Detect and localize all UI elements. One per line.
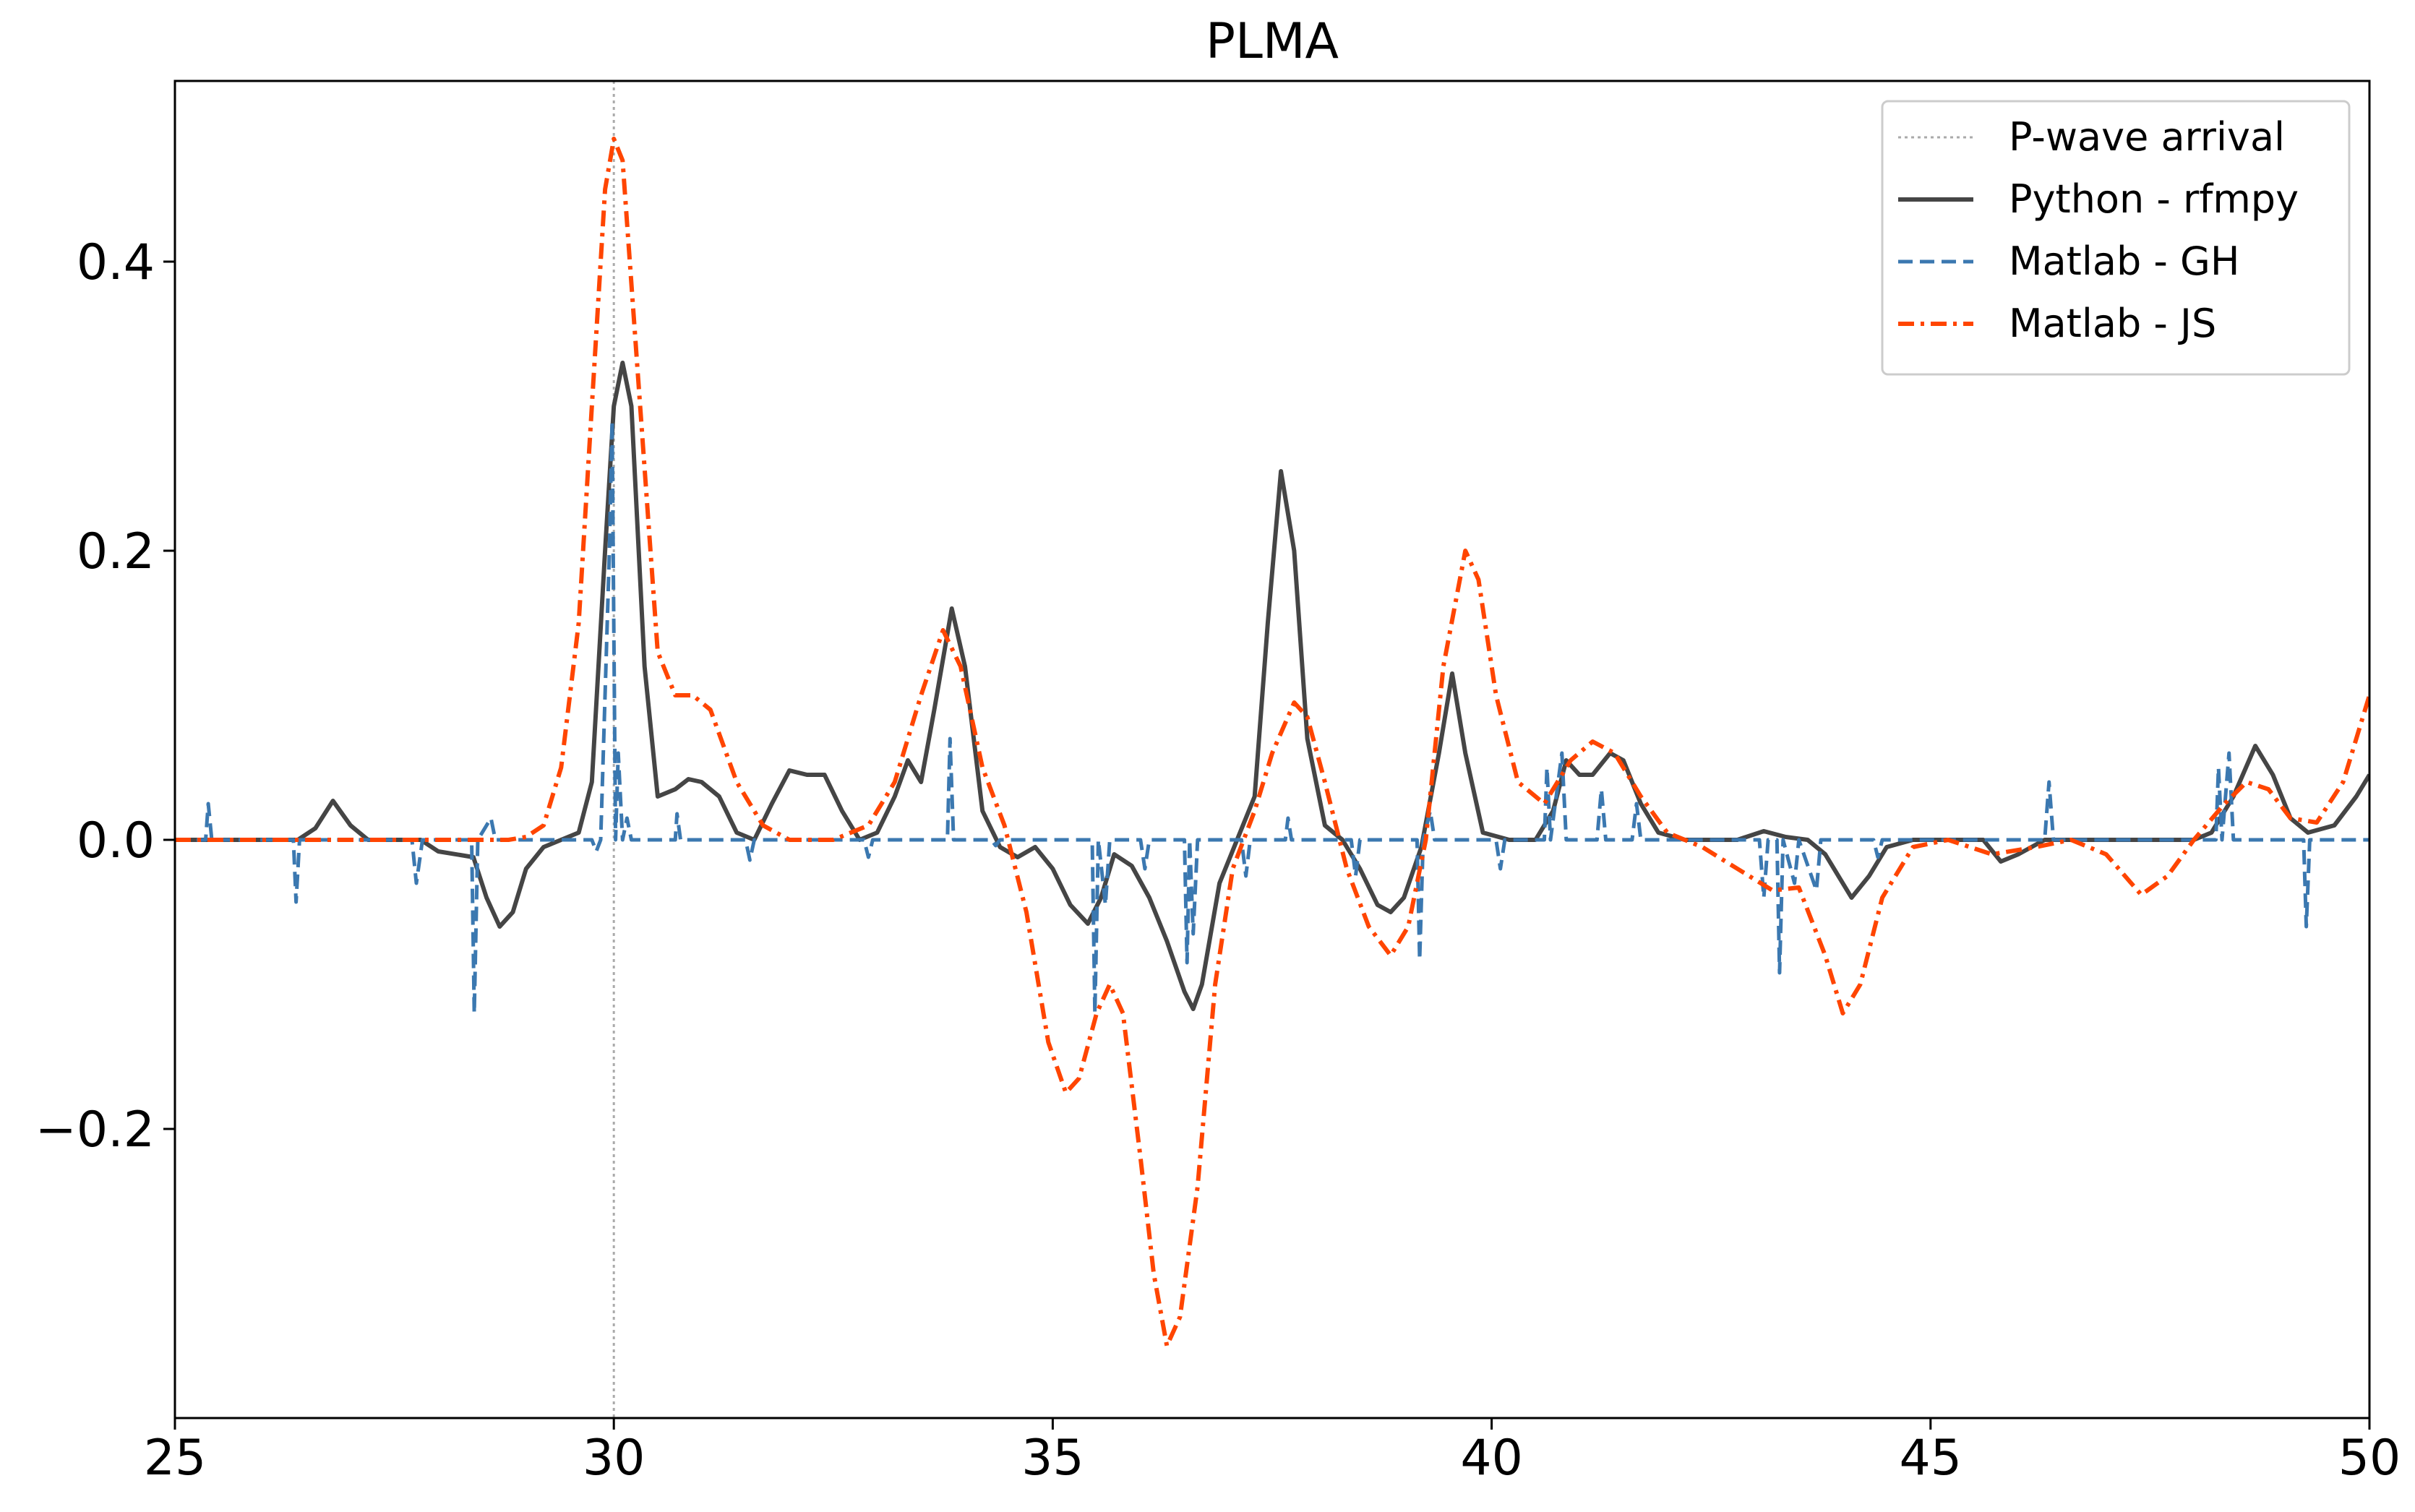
legend: P-wave arrival Python - rfmpy Matlab - GH M…	[1881, 100, 2351, 376]
legend-label-matlab-gh: Matlab - GH	[2009, 239, 2240, 284]
y-tick-label: 0.2	[77, 523, 155, 580]
legend-label-python-rfmpy: Python - rfmpy	[2009, 176, 2299, 222]
y-tick-label: −0.2	[35, 1101, 155, 1159]
x-tick-label: 40	[1460, 1430, 1523, 1487]
x-tick-label: 35	[1021, 1430, 1084, 1487]
x-axis: 25 30 35 40 45 50	[144, 1418, 2401, 1487]
series-line-matlab-gh	[175, 418, 2369, 1015]
legend-box	[1881, 100, 2351, 376]
chart-title: PLMA	[1206, 13, 1339, 70]
y-tick-label: 0.4	[77, 234, 155, 291]
x-tick-label: 50	[2338, 1430, 2401, 1487]
y-axis: −0.2 0.0 0.2 0.4	[35, 234, 175, 1159]
x-tick-label: 45	[1900, 1430, 1963, 1487]
series-layer	[175, 137, 2369, 1348]
legend-label-matlab-js: Matlab - JS	[2009, 301, 2216, 346]
y-tick-label: 0.0	[77, 812, 155, 869]
series-line-matlab-js	[175, 137, 2369, 1348]
x-tick-label: 30	[583, 1430, 645, 1487]
series-line-python-rfmpy	[175, 361, 2369, 1011]
plot-frame	[173, 80, 2371, 1419]
x-tick-label: 25	[144, 1430, 207, 1487]
legend-label-p-wave-arrival: P-wave arrival	[2009, 114, 2285, 160]
